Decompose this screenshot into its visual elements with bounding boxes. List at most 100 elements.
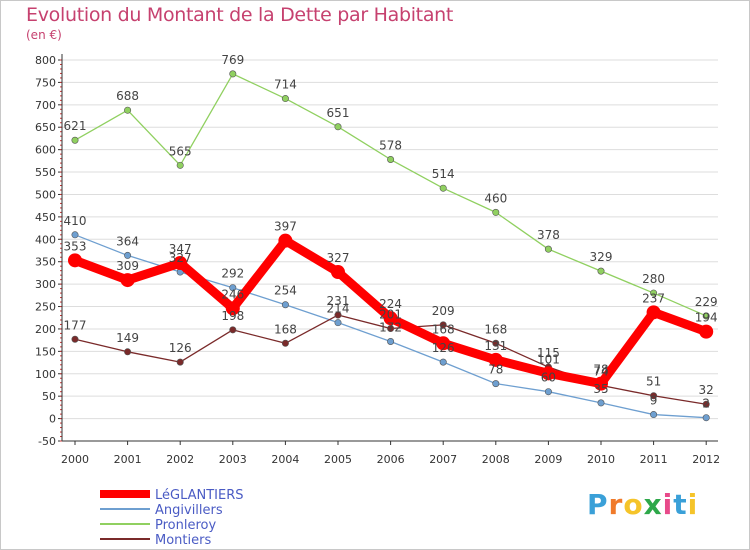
data-label: 126	[432, 341, 455, 355]
data-label: 126	[169, 341, 192, 355]
legend-label: Pronleroy	[155, 518, 216, 533]
y-tick-label: 750	[35, 76, 56, 89]
data-label: 177	[64, 318, 87, 332]
data-point	[439, 358, 447, 366]
data-label: 688	[116, 89, 139, 103]
data-point	[544, 245, 552, 253]
data-label: 2	[702, 397, 710, 411]
x-tick-label: 2008	[482, 453, 510, 466]
data-point	[334, 319, 342, 327]
data-label: 229	[695, 295, 718, 309]
data-point	[120, 273, 135, 288]
x-tick-label: 2002	[166, 453, 194, 466]
data-label: 769	[221, 53, 244, 67]
data-label: 214	[327, 302, 350, 316]
y-tick-label: 500	[35, 188, 56, 201]
logo-letter: o	[623, 488, 644, 521]
logo-letter: x	[643, 488, 663, 521]
data-label: 198	[221, 309, 244, 323]
x-tick-label: 2004	[271, 453, 299, 466]
data-point	[281, 301, 289, 309]
data-point	[436, 336, 451, 351]
x-tick-label: 2001	[114, 453, 142, 466]
data-label: 410	[64, 214, 87, 228]
data-label: 194	[695, 311, 718, 325]
data-label: 280	[642, 272, 665, 286]
y-tick-label: 350	[35, 256, 56, 269]
proxiti-logo: Proxiti	[587, 488, 698, 521]
data-point	[383, 311, 398, 326]
data-point	[544, 388, 552, 396]
data-label: 168	[274, 322, 297, 336]
data-point	[71, 231, 79, 239]
data-point	[334, 311, 342, 319]
data-point	[699, 324, 714, 339]
data-label: 353	[64, 239, 87, 253]
data-label: 327	[169, 251, 192, 265]
chart-title: Evolution du Montant de la Dette par Hab…	[26, 4, 454, 26]
data-label: 9	[650, 394, 658, 408]
y-tick-label: 50	[42, 390, 56, 403]
data-point	[124, 348, 132, 356]
x-tick-label: 2003	[219, 453, 247, 466]
data-label: 397	[274, 220, 297, 234]
data-label: 231	[327, 294, 350, 308]
data-label: 651	[327, 106, 350, 120]
data-label: 292	[221, 267, 244, 281]
y-tick-label: 100	[35, 368, 56, 381]
legend-label: LéGLANTIERS	[155, 488, 244, 503]
y-tick-label: 550	[35, 166, 56, 179]
data-label: 74	[593, 364, 608, 378]
data-label: 254	[274, 284, 297, 298]
data-point	[68, 253, 82, 268]
data-point	[492, 380, 500, 388]
data-point	[225, 301, 240, 316]
data-point	[488, 352, 503, 367]
y-tick-label: 450	[35, 211, 56, 224]
data-point	[278, 233, 293, 248]
data-label: 378	[537, 228, 560, 242]
logo-letter: i	[662, 488, 674, 521]
data-point	[597, 267, 605, 275]
data-point	[439, 321, 447, 329]
data-label: 78	[593, 363, 608, 377]
data-label: 347	[169, 242, 192, 256]
data-label: 101	[537, 352, 560, 366]
y-tick-label: -50	[38, 435, 56, 448]
x-tick-label: 2007	[429, 453, 457, 466]
x-tick-label: 2006	[377, 453, 405, 466]
data-label: 565	[169, 144, 192, 158]
data-label: 209	[432, 304, 455, 318]
data-label: 714	[274, 78, 297, 92]
data-point	[650, 411, 658, 419]
data-label: 514	[432, 167, 455, 181]
data-label: 201	[379, 307, 402, 321]
data-label: 224	[379, 297, 402, 311]
data-point	[71, 136, 79, 144]
y-tick-label: 150	[35, 345, 56, 358]
data-point	[71, 335, 79, 343]
data-label: 60	[541, 371, 556, 385]
data-point	[492, 339, 500, 347]
data-label: 329	[590, 250, 613, 264]
logo-letter: r	[608, 488, 624, 521]
y-tick-label: 0	[49, 413, 56, 426]
x-tick-label: 2012	[692, 453, 720, 466]
data-label: 309	[116, 259, 139, 273]
y-tick-label: 700	[35, 99, 56, 112]
x-tick-label: 2005	[324, 453, 352, 466]
data-point	[331, 265, 345, 280]
x-tick-label: 2009	[534, 453, 562, 466]
data-point	[702, 312, 710, 320]
data-label: 364	[116, 234, 139, 248]
data-point	[229, 284, 237, 292]
data-point	[594, 376, 608, 391]
data-point	[173, 256, 188, 271]
logo-letter: P	[587, 488, 609, 521]
data-label: 78	[488, 363, 503, 377]
data-point	[387, 337, 395, 345]
data-label: 115	[537, 346, 560, 360]
data-point	[439, 184, 447, 192]
logo-letter: i	[687, 488, 699, 521]
data-label: 149	[116, 331, 139, 345]
